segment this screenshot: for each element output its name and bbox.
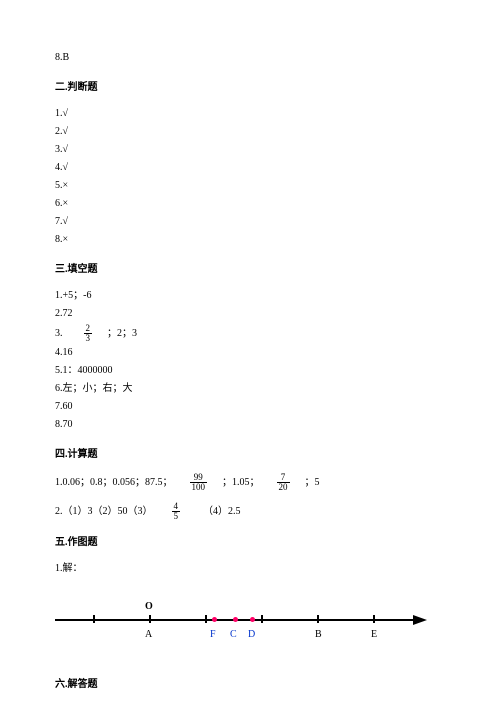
s3-item-8: 8.70 — [55, 417, 445, 433]
number-line-label-c: C — [230, 627, 237, 643]
s5-item-1: 1.解： — [55, 561, 445, 577]
s3-item-7: 7.60 — [55, 399, 445, 415]
s2-item-5: 5.× — [55, 178, 445, 194]
frac-den: 20 — [277, 483, 290, 492]
s4-item-1-part1: 1.0.06；0.8；0.056；87.5； — [55, 475, 173, 491]
frac-den: 100 — [190, 483, 208, 492]
s4-item-1: 1.0.06；0.8；0.056；87.5； 99 100 ；1.05； 7 2… — [55, 473, 445, 492]
s3-item-5: 5.1：4000000 — [55, 363, 445, 379]
number-line-tick — [373, 615, 375, 623]
number-line-point-c — [233, 617, 238, 622]
section-3-header: 三.填空题 — [55, 262, 445, 278]
answer-8-b: 8.B — [55, 50, 445, 66]
fraction-99-100: 99 100 — [190, 473, 208, 492]
fraction-7-20: 7 20 — [277, 473, 290, 492]
section-2-header: 二.判断题 — [55, 80, 445, 96]
s3-item-3-prefix: 3. — [55, 326, 63, 342]
s3-item-3: 3. 2 3 ；2；3 — [55, 324, 445, 343]
fraction-2-3: 2 3 — [84, 324, 93, 343]
fraction-4-5: 4 5 — [172, 502, 181, 521]
section-6-header: 六.解答题 — [55, 677, 445, 693]
number-line-point-f — [212, 617, 217, 622]
s4-item-2-part2: （4）2.5 — [203, 504, 241, 520]
number-line-figure: O A FCD B E — [55, 601, 435, 651]
s3-item-1: 1.+5；-6 — [55, 288, 445, 304]
s4-item-2: 2.（1）3（2）50（3） 4 5 （4）2.5 — [55, 502, 445, 521]
s4-item-2-part1: 2.（1）3（2）50（3） — [55, 504, 153, 520]
section-4-header: 四.计算题 — [55, 447, 445, 463]
s3-item-3-suffix: ；2；3 — [107, 326, 137, 342]
number-line-tick — [317, 615, 319, 623]
arrow-icon — [413, 615, 427, 625]
frac-den: 3 — [84, 334, 93, 343]
s3-item-2: 2.72 — [55, 306, 445, 322]
number-line-tick — [205, 615, 207, 623]
number-line-tick — [261, 615, 263, 623]
s2-item-8: 8.× — [55, 232, 445, 248]
s2-item-4: 4.√ — [55, 160, 445, 176]
origin-label: O — [145, 599, 153, 615]
number-line-label-f: F — [210, 627, 216, 643]
s4-item-1-end: ；5 — [305, 475, 320, 491]
number-line-label-d: D — [248, 627, 255, 643]
number-line-tick — [149, 615, 151, 623]
number-line-label-a: A — [145, 627, 152, 643]
s4-item-1-mid: ；1.05； — [222, 475, 260, 491]
s2-item-1: 1.√ — [55, 106, 445, 122]
s2-item-2: 2.√ — [55, 124, 445, 140]
s2-item-3: 3.√ — [55, 142, 445, 158]
number-line-label-e: E — [371, 627, 377, 643]
s2-item-6: 6.× — [55, 196, 445, 212]
number-line-point-d — [250, 617, 255, 622]
s3-item-4: 4.16 — [55, 345, 445, 361]
number-line-tick — [93, 615, 95, 623]
s2-item-7: 7.√ — [55, 214, 445, 230]
section-5-header: 五.作图题 — [55, 535, 445, 551]
number-line-label-b: B — [315, 627, 322, 643]
number-line: O A FCD B E — [55, 601, 435, 651]
s3-item-6: 6.左；小；右；大 — [55, 381, 445, 397]
frac-den: 5 — [172, 512, 181, 521]
